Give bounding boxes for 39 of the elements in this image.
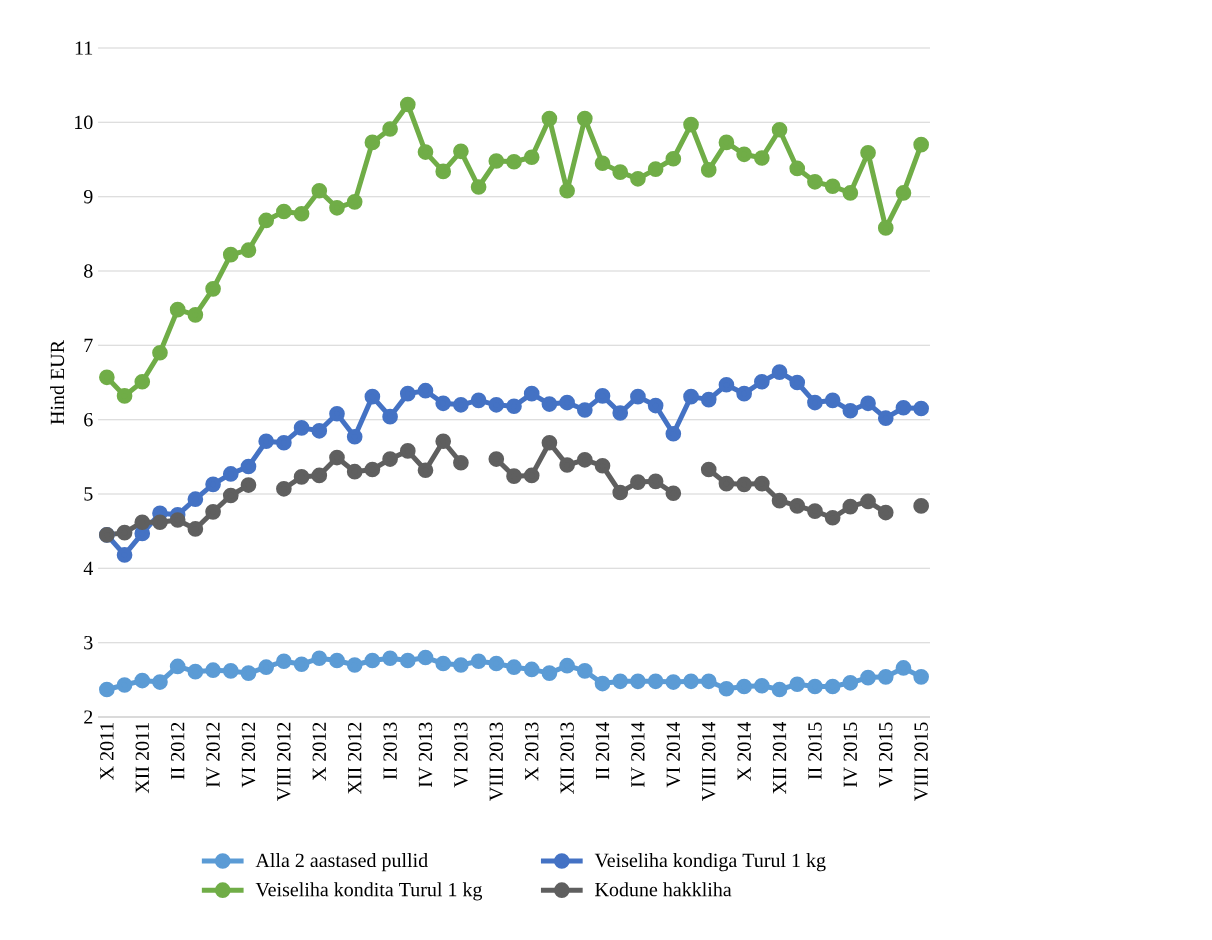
y-tick-label: 8 bbox=[84, 264, 93, 278]
y-tick-label: 9 bbox=[83, 189, 93, 204]
y-tick-label: 4 bbox=[83, 561, 93, 575]
x-tick-label: VI 2012 bbox=[241, 722, 256, 788]
y-tick-label: 11 bbox=[75, 41, 93, 55]
x-tick-label: II 2015 bbox=[808, 722, 822, 780]
x-tick-label: VIII 2013 bbox=[489, 722, 504, 801]
x-tick-label: X 2012 bbox=[312, 722, 327, 781]
x-tick-label: IV 2015 bbox=[843, 722, 858, 788]
x-tick-label: II 2014 bbox=[595, 722, 610, 780]
x-tick-label: VI 2013 bbox=[454, 722, 468, 788]
x-tick-label: X 2013 bbox=[524, 722, 539, 781]
x-tick-label: X 2014 bbox=[737, 722, 751, 781]
x-tick-label: IV 2012 bbox=[206, 722, 220, 788]
x-tick-label: XII 2014 bbox=[772, 722, 787, 795]
legend-label: Alla 2 aastased pullid bbox=[255, 853, 428, 872]
x-tick-label: II 2012 bbox=[170, 722, 185, 780]
y-tick-label: 7 bbox=[84, 338, 93, 352]
x-tick-label: XII 2012 bbox=[347, 722, 362, 795]
x-tick-label: XII 2013 bbox=[560, 722, 574, 795]
x-tick-label: XII 2011 bbox=[135, 722, 149, 794]
y-tick-label: 6 bbox=[84, 412, 93, 427]
y-tick-label: 10 bbox=[75, 115, 93, 130]
x-tick-label: IV 2014 bbox=[631, 722, 645, 788]
x-tick-label: II 2013 bbox=[383, 722, 397, 780]
y-tick-label: 2 bbox=[84, 710, 93, 724]
x-tick-label: VI 2015 bbox=[878, 722, 893, 788]
x-tick-label: VIII 2012 bbox=[277, 722, 291, 801]
x-tick-label: VIII 2015 bbox=[914, 722, 928, 801]
x-tick-label: X 2011 bbox=[100, 722, 114, 780]
x-tick-label: VI 2014 bbox=[666, 722, 681, 788]
x-tick-label: VIII 2014 bbox=[701, 722, 716, 801]
y-tick-label: 3 bbox=[84, 635, 93, 650]
y-tick-label: 5 bbox=[84, 487, 93, 501]
legend-label: Kodune hakkliha bbox=[595, 882, 732, 897]
legend-label: Veiseliha kondita Turul 1 kg bbox=[255, 882, 483, 901]
legend-label: Veiseliha kondiga Turul 1 kg bbox=[594, 853, 826, 872]
x-tick-label: IV 2013 bbox=[418, 722, 433, 788]
y-axis-title: Hind EUR bbox=[50, 340, 65, 425]
